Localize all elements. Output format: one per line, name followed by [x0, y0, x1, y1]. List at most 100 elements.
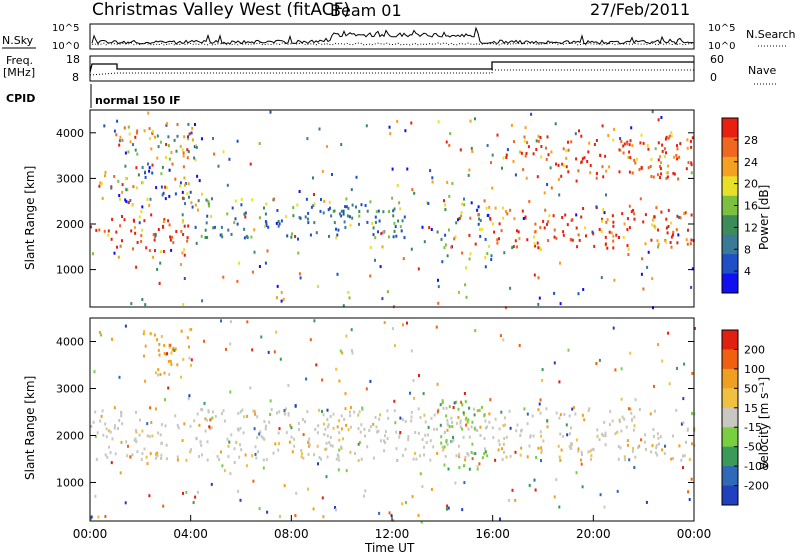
power-cell: [626, 228, 629, 232]
velocity-scatter-cell: [294, 404, 297, 408]
power-cell: [147, 162, 149, 166]
power-cell: [506, 212, 509, 216]
velocity-scatter-cell: [599, 493, 602, 497]
power-cell: [115, 133, 118, 137]
velocity-scatter-cell: [595, 362, 598, 365]
velocity-scatter-cell: [427, 425, 430, 429]
power-cell: [395, 234, 398, 238]
power-cell: [296, 203, 299, 207]
power-scatter-cell: [690, 285, 693, 289]
power-cell: [659, 155, 662, 159]
velocity-scatter-cell: [627, 407, 630, 411]
power-cell: [500, 229, 503, 233]
power-cell: [496, 241, 499, 245]
power-cell: [121, 138, 124, 142]
power-cell: [144, 171, 146, 175]
velocity-scatter-cell: [341, 351, 344, 355]
power-cell: [335, 227, 337, 231]
velocity-cell: [559, 432, 562, 436]
velocity-cell: [471, 420, 474, 424]
nave-tick-top: 60: [710, 53, 724, 66]
velocity-cell: [569, 432, 571, 436]
velocity-cell: [366, 445, 369, 449]
power-cell: [148, 137, 151, 141]
velocity-scatter-cell: [190, 358, 193, 362]
velocity-cell: [424, 420, 427, 424]
velocity-cell: [200, 407, 203, 411]
power-cell: [629, 139, 632, 143]
power-scatter-cell: [117, 255, 120, 259]
power-scatter-cell: [599, 154, 602, 157]
velocity-cell: [661, 448, 664, 452]
velocity-cell: [348, 410, 351, 414]
power-cell: [650, 175, 653, 178]
velocity-scatter-cell: [335, 508, 337, 512]
velocity-scatter-cell: [566, 433, 569, 437]
velocity-scatter-cell: [453, 401, 456, 405]
power-scatter-cell: [574, 132, 577, 136]
power-cell: [664, 137, 667, 141]
power-cell: [493, 230, 496, 234]
power-cell: [240, 203, 243, 207]
velocity-cell: [145, 455, 148, 459]
velocity-cell: [251, 454, 254, 458]
power-scatter-cell: [110, 186, 113, 190]
power-scatter-cell: [469, 119, 472, 123]
power-cell: [394, 225, 397, 229]
power-cell: [525, 152, 528, 155]
power-scatter-cell: [226, 183, 229, 187]
velocity-cell: [347, 428, 350, 432]
velocity-scatter-cell: [533, 478, 536, 482]
power-scatter-cell: [238, 261, 241, 265]
velocity-cell: [314, 427, 317, 431]
power-cell: [690, 238, 693, 242]
power-cell: [399, 225, 402, 229]
velocity-cell: [201, 408, 204, 412]
power-cell: [162, 250, 165, 253]
velocity-cell: [360, 457, 363, 461]
power-scatter-cell: [445, 140, 448, 144]
velocity-cell: [358, 441, 361, 444]
velocity-cell: [326, 418, 329, 421]
power-cell: [145, 246, 148, 250]
power-scatter-cell: [258, 142, 261, 145]
velocity-scatter-cell: [300, 452, 303, 456]
power-cell: [484, 237, 487, 241]
velocity-cell: [445, 406, 448, 410]
power-cell: [553, 228, 556, 232]
colorbar-swatch: [722, 156, 738, 177]
power-cell: [490, 258, 493, 261]
velocity-cell: [445, 439, 448, 442]
power-cell: [592, 232, 595, 236]
velocity-cell: [109, 451, 112, 455]
velocity-cell: [651, 444, 654, 448]
power-cell: [644, 242, 647, 246]
power-scatter-cell: [431, 176, 434, 180]
power-cell: [194, 123, 196, 126]
power-scatter-cell: [448, 194, 451, 198]
power-cell: [689, 242, 692, 246]
velocity-cell: [157, 431, 160, 435]
velocity-cell: [329, 415, 332, 418]
power-scatter-cell: [124, 164, 127, 168]
power-cell: [309, 233, 312, 237]
power-cell: [595, 176, 598, 180]
power-cell: [374, 215, 377, 219]
colorbar-swatch: [722, 215, 738, 236]
velocity-cell: [484, 450, 487, 454]
velocity-cell: [440, 435, 443, 439]
velocity-scatter-cell: [223, 469, 226, 473]
power-scatter-cell: [154, 233, 157, 237]
power-cell: [608, 230, 611, 234]
velocity-scatter-cell: [326, 408, 329, 412]
velocity-scatter-cell: [302, 433, 305, 437]
velocity-scatter-cell: [269, 399, 272, 403]
power-cell: [346, 214, 349, 218]
power-cell: [607, 134, 610, 137]
power-cell: [491, 222, 494, 226]
velocity-cell: [337, 455, 340, 458]
velocity-cell: [417, 431, 420, 435]
power-cell: [512, 245, 515, 248]
power-cell: [148, 203, 151, 207]
